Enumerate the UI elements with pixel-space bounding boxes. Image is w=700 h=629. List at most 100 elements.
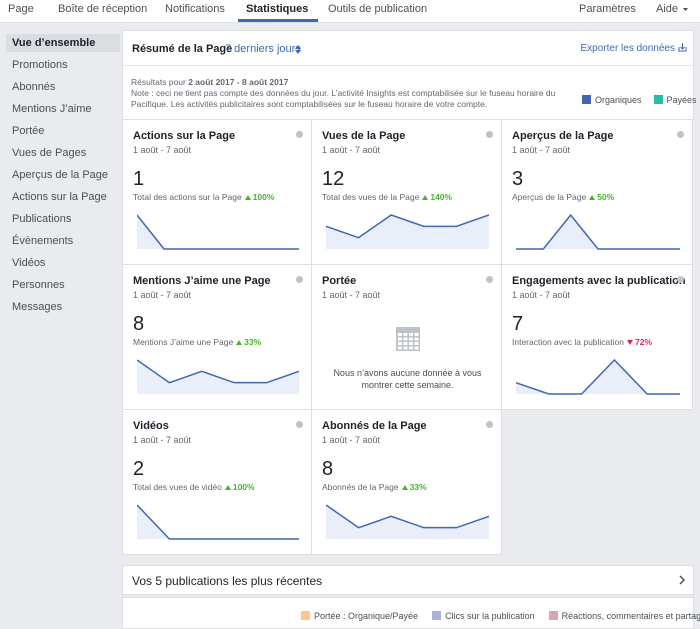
results-range: 2 août 2017 - 8 août 2017 bbox=[188, 77, 289, 87]
sparkline bbox=[516, 359, 680, 395]
sidebar-item[interactable]: Portée bbox=[12, 125, 45, 137]
change: 50% bbox=[597, 192, 615, 202]
card-title: Portée bbox=[322, 275, 357, 287]
sparkline bbox=[326, 214, 489, 249]
dropdown-arrow bbox=[683, 8, 688, 11]
change: 100% bbox=[252, 192, 275, 202]
sidebar-item[interactable]: Messages bbox=[12, 301, 63, 313]
card-dates: 1 août - 7 août bbox=[133, 290, 192, 300]
calendar-cell bbox=[403, 333, 407, 336]
metric-value: 7 bbox=[512, 313, 524, 335]
export-icon bbox=[678, 43, 687, 52]
sparkline bbox=[516, 214, 680, 250]
change: 33% bbox=[409, 482, 427, 492]
legend-label: Payées bbox=[666, 95, 697, 105]
card-title: Actions sur la Page bbox=[133, 130, 236, 142]
sparkline bbox=[137, 214, 299, 250]
metric-card: Vues de la Page 1 août - 7 août 12 Total de… bbox=[311, 119, 502, 265]
metric-card: Aperçus de la Page 1 août - 7 août 3 Aperçu… bbox=[501, 119, 693, 265]
trend-arrow bbox=[224, 485, 231, 490]
calendar-cell bbox=[403, 346, 407, 350]
sidebar-item[interactable]: Aperçus de la Page bbox=[12, 169, 109, 181]
spark-line bbox=[137, 504, 299, 540]
legend-item: Portée : Organique/Payée bbox=[301, 611, 418, 621]
info-icon bbox=[486, 276, 493, 283]
change: 33% bbox=[244, 337, 262, 347]
change: 140% bbox=[430, 192, 453, 202]
recent-header[interactable]: Vos 5 publications les plus récentes bbox=[122, 565, 694, 595]
legend-swatch bbox=[301, 611, 310, 620]
metric-value: 12 bbox=[322, 168, 345, 190]
change: 72% bbox=[635, 337, 653, 347]
divider bbox=[123, 65, 693, 66]
card-dates: 1 août - 7 août bbox=[133, 435, 192, 445]
caption-text: Total des vues de vidéo bbox=[133, 482, 222, 492]
info-icon bbox=[486, 421, 493, 428]
note-text: Note : ceci ne tient pas compte des donn… bbox=[131, 88, 556, 109]
card-title: Aperçus de la Page bbox=[512, 130, 614, 142]
sidebar-item[interactable]: Actions sur la Page bbox=[12, 191, 107, 203]
sidebar-item[interactable]: Mentions J’aime bbox=[12, 103, 92, 115]
spark-area bbox=[137, 215, 299, 249]
card-title: Abonnés de la Page bbox=[322, 420, 427, 432]
metric-caption: Total des vues de la Page 140% bbox=[322, 192, 452, 202]
sidebar-item[interactable]: Abonnés bbox=[12, 81, 56, 93]
sidebar-item[interactable]: Publications bbox=[12, 213, 72, 225]
nav-link[interactable]: Paramètres bbox=[579, 3, 636, 15]
metric-value: 2 bbox=[133, 458, 145, 480]
metric-card: Abonnés de la Page 1 août - 7 août 8 Abonné… bbox=[311, 409, 502, 555]
change: 100% bbox=[232, 482, 255, 492]
metric-caption: Mentions J’aime une Page 33% bbox=[133, 337, 261, 347]
arrow bbox=[683, 8, 688, 11]
sidebar-item[interactable]: Promotions bbox=[12, 59, 68, 71]
spark-line bbox=[137, 214, 299, 250]
info-icon bbox=[296, 421, 303, 428]
calendar-cell bbox=[408, 342, 413, 345]
spark-line bbox=[137, 359, 299, 384]
card-dates: 1 août - 7 août bbox=[322, 145, 381, 155]
metric-caption: Total des vues de vidéo 100% bbox=[133, 482, 255, 492]
info-icon bbox=[296, 131, 303, 138]
sidebar-item[interactable]: Vue d’ensemble bbox=[6, 34, 120, 52]
metric-value: 8 bbox=[133, 313, 145, 335]
sidebar-item[interactable]: Personnes bbox=[12, 279, 65, 291]
info-icon bbox=[296, 276, 303, 283]
metric-card: Mentions J’aime une Page 1 août - 7 août 8… bbox=[122, 264, 312, 410]
legend-item: Clics sur la publication bbox=[432, 611, 535, 621]
sidebar-item[interactable]: Évènements bbox=[12, 235, 74, 247]
sparkline bbox=[326, 504, 489, 539]
trend-arrow bbox=[401, 485, 408, 490]
card-title: Mentions J’aime une Page bbox=[133, 275, 271, 287]
metric-caption: Abonnés de la Page 33% bbox=[322, 482, 427, 492]
nav-tab[interactable]: Outils de publication bbox=[328, 3, 428, 15]
sidebar-item[interactable]: Vidéos bbox=[12, 257, 46, 269]
nav-link[interactable]: Aide bbox=[656, 3, 679, 15]
card-dates: 1 août - 7 août bbox=[512, 290, 571, 300]
metric-card: Engagements avec la publication 1 août - … bbox=[501, 264, 693, 410]
export-link[interactable]: Exporter les données bbox=[580, 43, 675, 54]
nav-tab[interactable]: Statistiques bbox=[246, 3, 309, 15]
nav-tab[interactable]: Page bbox=[8, 3, 34, 15]
calendar-cell bbox=[408, 337, 413, 341]
empty-message: Nous n’avons aucune donnée à vous montre… bbox=[333, 368, 482, 390]
metric-value: 3 bbox=[512, 168, 524, 190]
calendar-cell bbox=[408, 333, 413, 336]
card-dates: 1 août - 7 août bbox=[512, 145, 571, 155]
card-dates: 1 août - 7 août bbox=[133, 145, 192, 155]
metric-caption: Aperçus de la Page 50% bbox=[512, 192, 614, 202]
metric-card: Vidéos 1 août - 7 août 2 Total des vues de … bbox=[122, 409, 312, 555]
calendar-cell bbox=[414, 342, 418, 345]
nav-tab[interactable]: Notifications bbox=[165, 3, 225, 15]
caption-text: Abonnés de la Page bbox=[322, 482, 399, 492]
trend-arrow bbox=[422, 195, 429, 200]
recent-legend: Portée : Organique/Payée Clics sur la pub… bbox=[301, 606, 700, 624]
info-icon bbox=[486, 131, 493, 138]
sidebar-item[interactable]: Vues de Pages bbox=[12, 147, 87, 159]
period-selector[interactable]: 7 derniers jours bbox=[225, 43, 301, 55]
calendar-cell bbox=[403, 337, 407, 341]
legend-swatch bbox=[432, 611, 442, 620]
nav-tab[interactable]: Boîte de réception bbox=[58, 3, 148, 15]
spark-line bbox=[516, 214, 680, 250]
period-arrows bbox=[295, 45, 301, 54]
recent-panel: Portée : Organique/Payée Clics sur la pub… bbox=[122, 597, 700, 629]
